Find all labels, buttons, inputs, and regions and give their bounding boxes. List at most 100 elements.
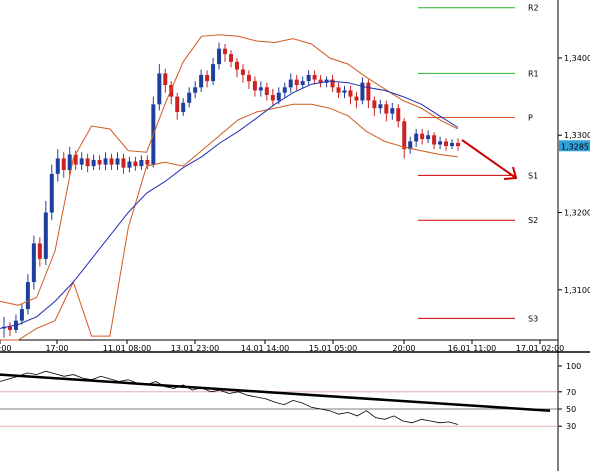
candle-body — [456, 142, 460, 147]
candle-body — [444, 141, 449, 147]
candle-body — [366, 82, 371, 101]
candle-body — [115, 158, 120, 165]
candle-body — [384, 104, 389, 114]
candle-body — [294, 79, 299, 85]
oscillator-line — [0, 370, 459, 425]
osc-y-tick-label: 100 — [566, 362, 581, 371]
pivot-label-r2: R2 — [528, 4, 539, 13]
candle-body — [336, 87, 341, 93]
candle-body — [420, 133, 425, 140]
x-tick-label: 14.01 14:00 — [241, 344, 290, 353]
y-tick-label: 1,3200 — [564, 209, 590, 218]
candle-body — [43, 212, 48, 259]
pivot-label-s2: S2 — [528, 216, 538, 225]
candle-body — [396, 108, 401, 122]
candle-body — [318, 79, 323, 83]
candle-body — [199, 74, 204, 88]
candle-body — [360, 82, 365, 101]
bollinger-upper-band — [0, 34, 459, 306]
pivot-label-r1: R1 — [528, 69, 539, 78]
candle-body — [234, 61, 239, 70]
candle-body — [276, 92, 281, 101]
candle-body — [133, 161, 138, 167]
y-tick-label: 1,3300 — [564, 131, 590, 140]
candle-body — [402, 121, 407, 150]
candle-body — [55, 158, 60, 174]
candle-body — [211, 64, 216, 82]
candle-body — [229, 54, 233, 62]
candle-body — [181, 102, 186, 113]
candle-body — [67, 154, 72, 170]
candle-body — [390, 108, 395, 114]
candle-body — [109, 158, 114, 165]
oscillator-panel: 100 70 50 30 — [0, 362, 581, 431]
candle-body — [264, 87, 269, 96]
candle-body — [61, 158, 66, 170]
candle-body — [240, 69, 245, 75]
candle-body — [169, 85, 174, 97]
candle-body — [288, 79, 293, 88]
candle-body — [438, 141, 443, 145]
osc-y-tick-label: 50 — [566, 405, 576, 414]
candle-body — [414, 133, 419, 142]
candle-body — [19, 309, 24, 321]
candle-body — [31, 243, 36, 283]
x-tick-label: 13.01 23:00 — [171, 344, 220, 353]
candle-body — [49, 173, 54, 213]
candle-body — [306, 74, 311, 82]
candle-body — [312, 74, 317, 80]
candle-body — [103, 158, 108, 165]
osc-y-tick-label: 70 — [566, 388, 576, 397]
candle-body — [246, 74, 251, 82]
candle-body — [426, 135, 431, 140]
candle-body — [145, 159, 150, 165]
candle-body — [37, 243, 42, 259]
x-tick-label: 16.01 11:00 — [448, 344, 497, 353]
candle-body — [205, 74, 210, 82]
candle-body — [270, 95, 275, 101]
candle-body — [342, 90, 347, 93]
candle-body — [85, 158, 90, 167]
candle-body — [252, 81, 257, 91]
y-tick-label: 1,3400 — [564, 54, 590, 63]
candle-body — [372, 100, 377, 109]
osc-y-tick-label: 30 — [566, 422, 576, 431]
candle-body — [97, 159, 102, 165]
x-tick-label: 11.01 08:00 — [103, 344, 152, 353]
candle-body — [121, 158, 126, 168]
candle-body — [300, 81, 305, 85]
oscillator-trendline — [0, 373, 551, 412]
projection-arrow-head — [503, 166, 518, 180]
pivot-label-s3: S3 — [528, 314, 538, 323]
candle-body — [25, 282, 30, 310]
pivot-label-p: P — [528, 113, 533, 122]
projection-arrow — [461, 139, 517, 179]
x-tick-label: 17.01 02:00 — [516, 344, 565, 353]
y-tick-label: 1,3100 — [564, 286, 590, 295]
candle-body — [187, 92, 192, 103]
candle-body — [348, 90, 353, 97]
x-tick-label: 20:00 — [392, 344, 415, 353]
candle-body — [217, 48, 222, 65]
candle-body — [163, 73, 168, 85]
candle-body — [330, 79, 335, 88]
candle-body — [157, 73, 162, 105]
moving-average-line — [0, 80, 459, 329]
candle-body — [282, 87, 287, 93]
current-price-label: 1,32857 — [561, 142, 590, 151]
bollinger-lower-band — [0, 103, 459, 341]
candle-body — [7, 326, 12, 330]
candle-body — [91, 159, 96, 167]
candle-body — [354, 96, 359, 101]
candle-body — [139, 159, 144, 167]
x-tick-label: 17:00 — [45, 344, 68, 353]
candle-body — [223, 48, 228, 55]
candle-body — [79, 158, 84, 165]
candle-body — [432, 135, 437, 145]
x-tick-label: 15.01 05:00 — [309, 344, 358, 353]
candle-body — [127, 161, 132, 168]
current-price-badge — [559, 140, 590, 152]
candle-body — [378, 104, 383, 109]
candle-body — [73, 154, 78, 165]
